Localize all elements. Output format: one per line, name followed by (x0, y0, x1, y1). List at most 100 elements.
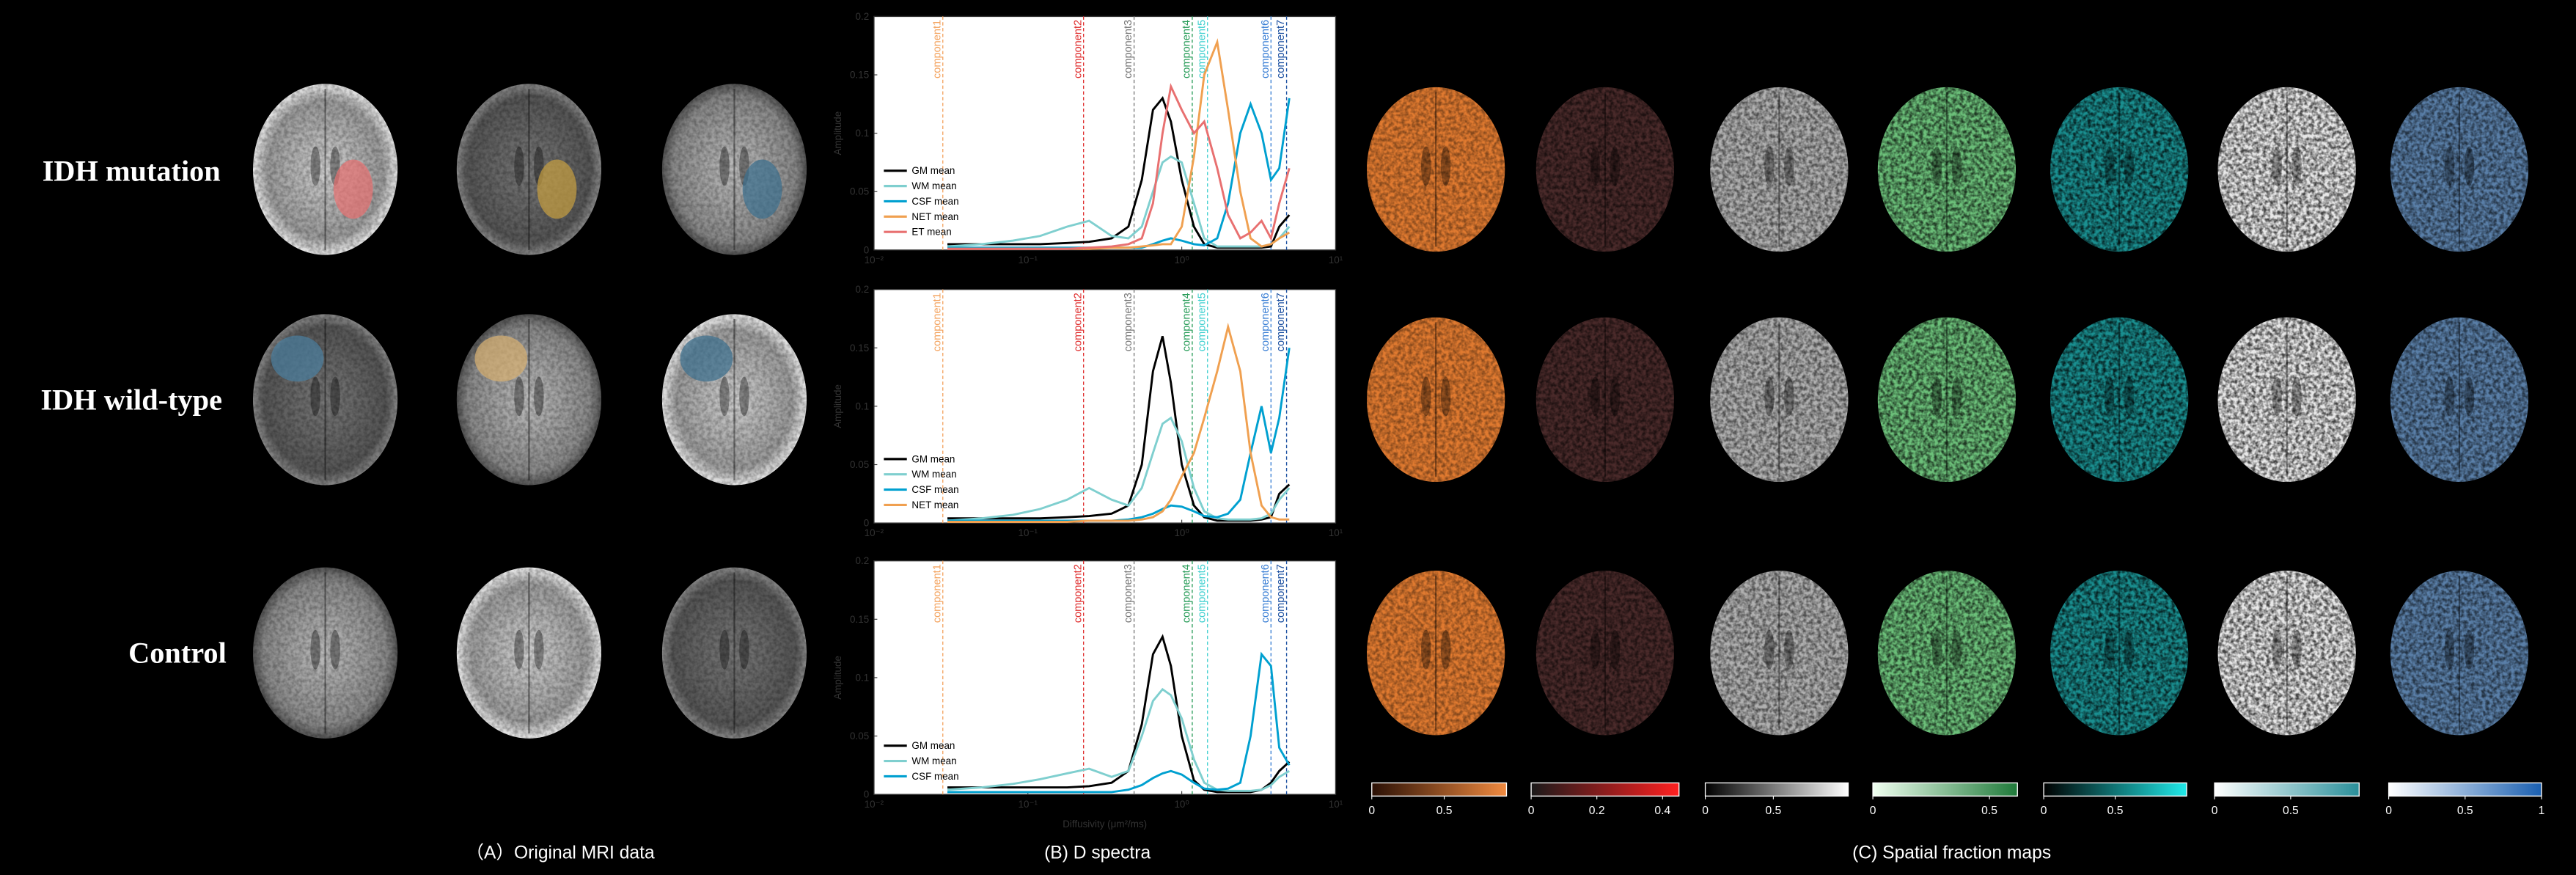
brain-image (1535, 317, 1675, 483)
brain-texture (456, 567, 601, 739)
ventricle (514, 376, 524, 417)
brain-texture (1877, 571, 2017, 736)
component-label: component5 (1196, 20, 1208, 78)
y-tick-label: 0 (864, 244, 869, 255)
brain-image (253, 314, 398, 486)
brain-texture (2390, 571, 2529, 736)
brain-image (1367, 317, 1505, 483)
ventricle (1951, 376, 1962, 417)
y-axis-label: Amplitude (832, 111, 843, 155)
brain-image (2390, 87, 2529, 252)
colorbar-tick-label: 0.2 (1589, 805, 1605, 817)
tumor-overlay (537, 159, 577, 219)
y-tick-label: 0.2 (856, 11, 870, 22)
legend-label: NET mean (911, 499, 958, 510)
component-label: component6 (1260, 20, 1272, 78)
brain-image (2217, 571, 2356, 736)
row-label: IDH mutation (43, 155, 221, 188)
ventricle (514, 146, 524, 186)
colorbar-tick-label: 0 (2041, 805, 2047, 817)
ventricle (2464, 146, 2475, 186)
component-label: component7 (1275, 564, 1287, 623)
legend-label: CSF mean (911, 771, 958, 782)
brain-texture (2050, 87, 2189, 252)
brain-image (1877, 571, 2017, 736)
ventricle (2444, 376, 2455, 417)
y-tick-label: 0.15 (850, 343, 869, 354)
brain-image (661, 567, 807, 739)
ventricle (1590, 629, 1601, 670)
ventricle (2444, 629, 2455, 670)
brain-texture (253, 567, 398, 739)
series-line (947, 416, 1291, 522)
brain-image (1877, 87, 2017, 252)
colorbar-tick-label: 0.5 (2457, 805, 2473, 817)
brain-texture (1877, 87, 2017, 252)
ventricle (1420, 629, 1431, 670)
brain-image (253, 567, 398, 739)
brain-texture (1877, 317, 2017, 483)
colorbar (1872, 782, 2018, 797)
x-tick-label: 10¹ (1329, 799, 1343, 810)
ventricle (1784, 376, 1794, 417)
brain-image (456, 567, 601, 739)
component-label: component3 (1123, 20, 1134, 78)
series-line (947, 322, 1290, 523)
x-tick-label: 10⁻² (865, 255, 884, 266)
colorbar (2043, 782, 2187, 797)
brain-image (1367, 87, 1505, 252)
x-tick-label: 10¹ (1329, 527, 1343, 538)
x-tick-label: 10⁻² (865, 799, 884, 810)
colorbar (1704, 782, 1849, 797)
ventricle (534, 376, 544, 417)
y-tick-label: 0.05 (850, 186, 869, 197)
y-axis-label: Amplitude (832, 384, 843, 428)
ventricle (2272, 376, 2282, 417)
colorbar-tick-label: 0.5 (1981, 805, 1997, 817)
panel-caption: (C) Spatial fraction maps (1852, 843, 2051, 863)
x-tick-label: 10⁻² (865, 527, 884, 538)
ventricle (1764, 629, 1775, 670)
brain-texture (1535, 317, 1675, 483)
ventricle (2104, 376, 2115, 417)
ventricle (2124, 146, 2135, 186)
ventricle (2124, 376, 2135, 417)
ventricle (330, 376, 340, 417)
series-line (947, 98, 1291, 249)
x-tick-label: 10⁻¹ (1019, 255, 1038, 266)
ventricle (1440, 376, 1451, 417)
colorbar-tick-label: 0 (2212, 805, 2218, 817)
brain-texture (1367, 87, 1505, 252)
ventricle (1784, 146, 1794, 186)
legend-label: GM mean (911, 165, 955, 176)
x-tick-label: 10¹ (1329, 255, 1343, 266)
ventricle (330, 629, 340, 670)
x-tick-label: 10⁻¹ (1019, 799, 1038, 810)
tumor-overlay (271, 335, 324, 382)
series-line (947, 651, 1291, 794)
ventricle (1951, 146, 1962, 186)
brain-texture (2390, 87, 2529, 252)
ventricle (1440, 629, 1451, 670)
component-label: component5 (1196, 564, 1208, 623)
ventricle (719, 146, 730, 186)
ventricle (1610, 376, 1621, 417)
brain-image (2050, 87, 2189, 252)
colorbar-tick-label: 0 (1368, 805, 1375, 817)
brain-texture (2050, 571, 2189, 736)
ventricle (2104, 146, 2115, 186)
ventricle (1951, 629, 1962, 670)
ventricle (310, 629, 320, 670)
colorbar-tick-label: 0 (1528, 805, 1535, 817)
colorbar-tick-label: 0 (1870, 805, 1876, 817)
brain-image (2217, 87, 2356, 252)
ventricle (719, 629, 730, 670)
ventricle (310, 376, 320, 417)
ventricle (534, 629, 544, 670)
colorbar-tick-label: 0.5 (2283, 805, 2299, 817)
y-tick-label: 0.2 (856, 284, 870, 295)
ventricle (1590, 146, 1601, 186)
y-tick-label: 0.2 (856, 555, 870, 566)
brain-texture (2217, 87, 2356, 252)
brain-image (1535, 571, 1675, 736)
